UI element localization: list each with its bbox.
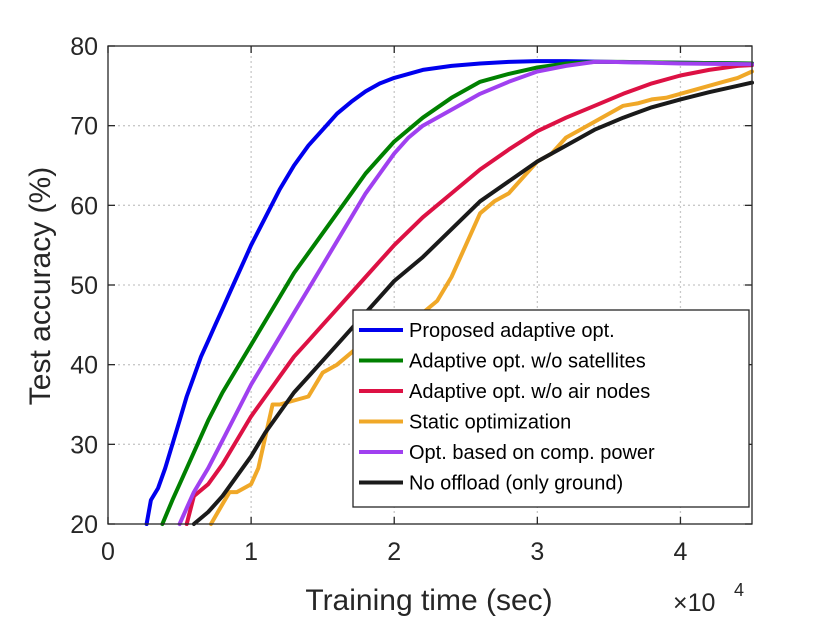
series-line-1 — [144, 59, 754, 526]
x-tick-label: 3 — [530, 538, 544, 566]
series-lines — [144, 59, 754, 526]
series-line-6 — [191, 80, 754, 526]
x-multiplier-exponent: 4 — [734, 580, 744, 600]
legend-entry: Opt. based on comp. power — [409, 442, 655, 464]
legend: Proposed adaptive opt. Adaptive opt. w/o … — [352, 309, 750, 508]
axis-ticks: 0 1 2 3 4 20 30 40 50 60 70 80 — [70, 33, 752, 566]
legend-entry: Proposed adaptive opt. — [409, 320, 615, 342]
y-tick-label: 70 — [70, 113, 98, 141]
series-line-3 — [184, 63, 754, 526]
legend-entry: Adaptive opt. w/o air nodes — [409, 381, 650, 403]
x-tick-label: 4 — [673, 538, 687, 566]
series-line-4 — [209, 69, 754, 526]
x-multiplier-base: ×10 — [673, 589, 715, 617]
legend-box — [352, 309, 750, 508]
y-axis-label: Test accuracy (%) — [24, 167, 57, 405]
x-multiplier: ×10 4 — [673, 580, 744, 617]
series-line-2 — [160, 59, 754, 526]
legend-entry: Adaptive opt. w/o satellites — [409, 351, 646, 373]
y-tick-label: 80 — [70, 33, 98, 61]
series-line-5 — [177, 59, 754, 526]
x-axis-label: Training time (sec) — [305, 584, 552, 617]
legend-entry: Static optimization — [409, 412, 571, 434]
y-tick-label: 30 — [70, 431, 98, 459]
y-tick-label: 40 — [70, 352, 98, 380]
x-tick-label: 2 — [387, 538, 401, 566]
legend-entry: No offload (only ground) — [409, 473, 623, 495]
y-tick-label: 20 — [70, 511, 98, 539]
y-tick-label: 50 — [70, 272, 98, 300]
x-tick-label: 1 — [244, 538, 258, 566]
y-tick-label: 60 — [70, 192, 98, 220]
x-tick-label: 0 — [101, 538, 115, 566]
